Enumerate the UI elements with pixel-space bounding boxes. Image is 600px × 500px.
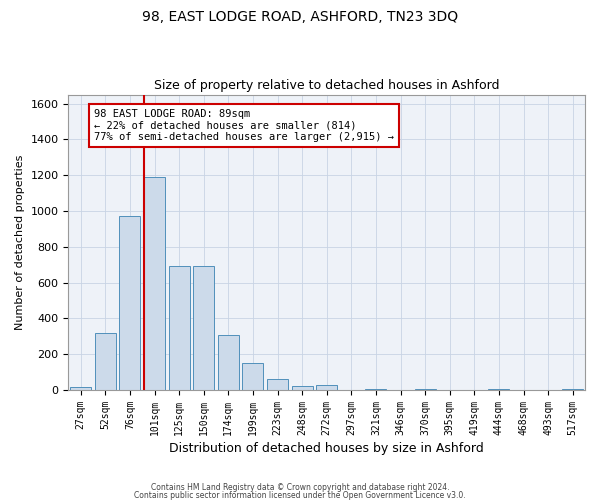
Bar	[488, 389, 509, 390]
Text: Contains public sector information licensed under the Open Government Licence v3: Contains public sector information licen…	[134, 491, 466, 500]
Bar	[169, 266, 190, 390]
Bar	[119, 216, 140, 390]
X-axis label: Distribution of detached houses by size in Ashford: Distribution of detached houses by size …	[169, 442, 484, 455]
Bar	[95, 333, 116, 390]
Text: Contains HM Land Registry data © Crown copyright and database right 2024.: Contains HM Land Registry data © Crown c…	[151, 484, 449, 492]
Bar	[144, 177, 165, 390]
Bar	[267, 380, 288, 390]
Bar	[316, 384, 337, 390]
Bar	[70, 386, 91, 390]
Bar	[242, 363, 263, 390]
Bar	[292, 386, 313, 390]
Text: 98, EAST LODGE ROAD, ASHFORD, TN23 3DQ: 98, EAST LODGE ROAD, ASHFORD, TN23 3DQ	[142, 10, 458, 24]
Bar	[365, 389, 386, 390]
Bar	[193, 266, 214, 390]
Y-axis label: Number of detached properties: Number of detached properties	[15, 154, 25, 330]
Text: 98 EAST LODGE ROAD: 89sqm
← 22% of detached houses are smaller (814)
77% of semi: 98 EAST LODGE ROAD: 89sqm ← 22% of detac…	[94, 109, 394, 142]
Bar	[218, 336, 239, 390]
Bar	[562, 389, 583, 390]
Bar	[415, 389, 436, 390]
Title: Size of property relative to detached houses in Ashford: Size of property relative to detached ho…	[154, 79, 499, 92]
